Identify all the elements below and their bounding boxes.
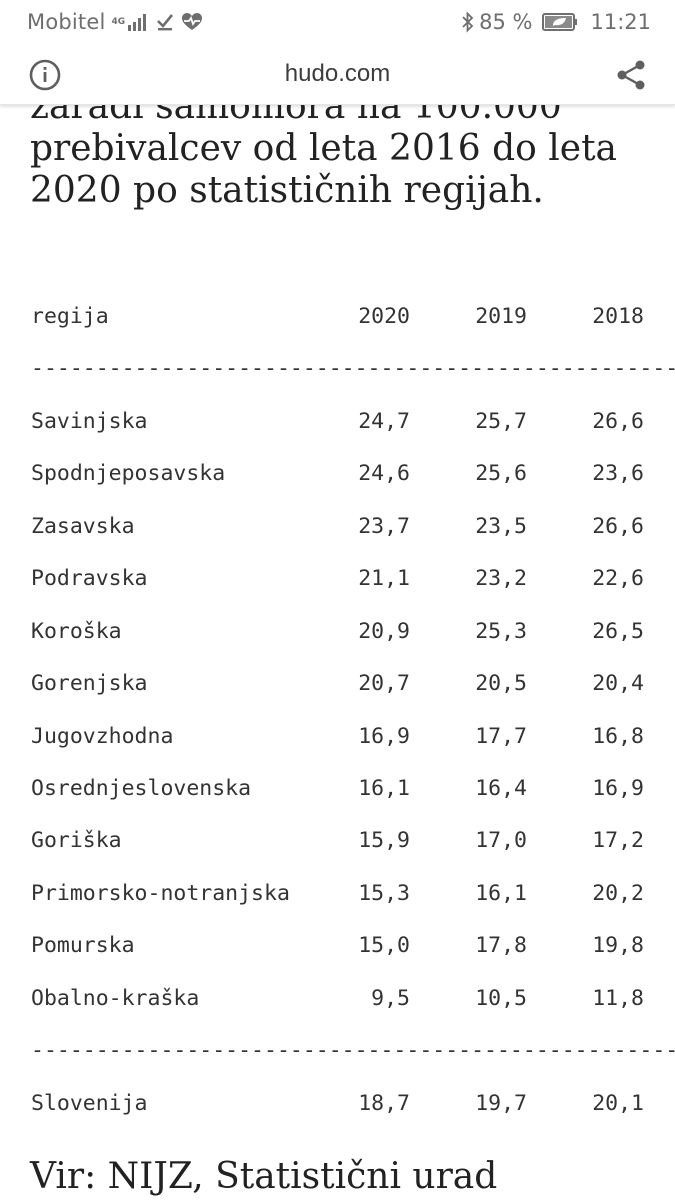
info-circle-icon[interactable]	[28, 58, 62, 92]
region-name: Gorenjska	[31, 671, 148, 696]
table-row: Osrednjeslovenska 16,1 16,4 16,9	[0, 776, 675, 806]
value-2018: 19,8	[592, 933, 644, 958]
value-2018: 26,6	[592, 514, 644, 539]
region-name: Goriška	[31, 828, 122, 853]
battery-saver-icon	[542, 13, 578, 31]
value-2020: 16,1	[358, 776, 410, 801]
total-value-2019: 19,7	[475, 1091, 527, 1116]
table-row: Gorenjska 20,7 20,5 20,4	[0, 671, 675, 701]
battery-percent: 85 %	[479, 10, 533, 34]
value-2020: 20,9	[358, 619, 410, 644]
column-header-region: regija	[31, 304, 109, 329]
value-2019: 17,0	[475, 828, 527, 853]
value-2019: 10,5	[475, 986, 527, 1011]
total-region-name: Slovenija	[31, 1091, 148, 1116]
status-left: Mobitel 4G	[27, 10, 209, 34]
signal-bars-icon	[128, 14, 147, 31]
value-2020: 9,5	[371, 986, 410, 1011]
value-2020: 20,7	[358, 671, 410, 696]
table-row: Savinjska 24,7 25,7 26,6	[0, 409, 675, 439]
value-2019: 23,2	[475, 566, 527, 591]
region-name: Podravska	[31, 566, 148, 591]
column-header-2018: 2018	[592, 304, 644, 329]
table-row: Koroška 20,9 25,3 26,5	[0, 619, 675, 649]
value-2018: 26,6	[592, 409, 644, 434]
table-row: Zasavska 23,7 23,5 26,6	[0, 514, 675, 544]
value-2019: 16,4	[475, 776, 527, 801]
table-header-row: regija 2020 2019 2018	[0, 304, 675, 334]
value-2019: 25,7	[475, 409, 527, 434]
table-row: Podravska 21,1 23,2 22,6	[0, 566, 675, 596]
value-2018: 20,4	[592, 671, 644, 696]
table-row: Pomurska 15,0 17,8 19,8	[0, 933, 675, 963]
table-separator: ----------------------------------------…	[31, 1038, 675, 1063]
value-2018: 22,6	[592, 566, 644, 591]
network-type-label: 4G	[111, 16, 126, 27]
region-name: Jugovzhodna	[31, 724, 174, 749]
value-2018: 26,5	[592, 619, 644, 644]
heart-rate-icon	[182, 13, 203, 30]
network-type: 4G	[111, 16, 126, 27]
total-value-2018: 20,1	[592, 1091, 644, 1116]
bluetooth-icon	[462, 11, 474, 33]
region-name: Osrednjeslovenska	[31, 776, 252, 801]
value-2020: 16,9	[358, 724, 410, 749]
region-name: Primorsko-notranjska	[31, 881, 290, 906]
table-separator: ----------------------------------------…	[31, 356, 675, 381]
total-value-2020: 18,7	[358, 1091, 410, 1116]
value-2018: 20,2	[592, 881, 644, 906]
region-name: Savinjska	[31, 409, 148, 434]
value-2020: 24,7	[358, 409, 410, 434]
share-icon[interactable]	[615, 58, 647, 92]
browser-url-bar: hudo.com	[0, 46, 675, 105]
value-2018: 16,9	[592, 776, 644, 801]
intro-line: 2020 po statističnih regijah.	[30, 170, 544, 211]
clock: 11:21	[590, 10, 651, 34]
value-2020: 23,7	[358, 514, 410, 539]
value-2020: 15,3	[358, 881, 410, 906]
check-icon	[157, 14, 174, 31]
value-2018: 23,6	[592, 461, 644, 486]
value-2019: 16,1	[475, 881, 527, 906]
region-name: Pomurska	[31, 933, 135, 958]
value-2020: 15,9	[358, 828, 410, 853]
value-2019: 25,6	[475, 461, 527, 486]
region-name: Zasavska	[31, 514, 135, 539]
value-2019: 20,5	[475, 671, 527, 696]
region-name: Koroška	[31, 619, 122, 644]
column-header-2020: 2020	[358, 304, 410, 329]
value-2019: 17,8	[475, 933, 527, 958]
value-2018: 16,8	[592, 724, 644, 749]
source-text: Vir: NIJZ, Statistični urad	[30, 1156, 498, 1197]
table-row: Goriška 15,9 17,0 17,2	[0, 828, 675, 858]
value-2020: 15,0	[358, 933, 410, 958]
value-2019: 17,7	[475, 724, 527, 749]
value-2020: 24,6	[358, 461, 410, 486]
table-row: Spodnjeposavska 24,6 25,6 23,6	[0, 461, 675, 491]
status-bar: Mobitel 4G 85 % 11:21	[0, 0, 675, 46]
intro-line: prebivalcev od leta 2016 do leta	[30, 128, 618, 169]
value-2018: 17,2	[592, 828, 644, 853]
region-name: Obalno-kraška	[31, 986, 200, 1011]
table-row: Primorsko-notranjska 15,3 16,1 20,2	[0, 881, 675, 911]
url-text[interactable]: hudo.com	[284, 60, 391, 87]
value-2019: 23,5	[475, 514, 527, 539]
region-name: Spodnjeposavska	[31, 461, 226, 486]
table-total-row: Slovenija 18,7 19,7 20,1	[0, 1091, 675, 1121]
table-row: Jugovzhodna 16,9 17,7 16,8	[0, 724, 675, 754]
value-2019: 25,3	[475, 619, 527, 644]
carrier-name: Mobitel	[27, 10, 106, 34]
value-2018: 11,8	[592, 986, 644, 1011]
table-row: Obalno-kraška 9,5 10,5 11,8	[0, 986, 675, 1016]
value-2020: 21,1	[358, 566, 410, 591]
status-right: 85 % 11:21	[461, 10, 651, 34]
intro-text: zaradi samomora na 100.000 prebivalcev o…	[30, 104, 670, 212]
column-header-2019: 2019	[475, 304, 527, 329]
page-content: zaradi samomora na 100.000 prebivalcev o…	[0, 104, 675, 1200]
intro-line: zaradi samomora na 100.000	[30, 104, 562, 127]
